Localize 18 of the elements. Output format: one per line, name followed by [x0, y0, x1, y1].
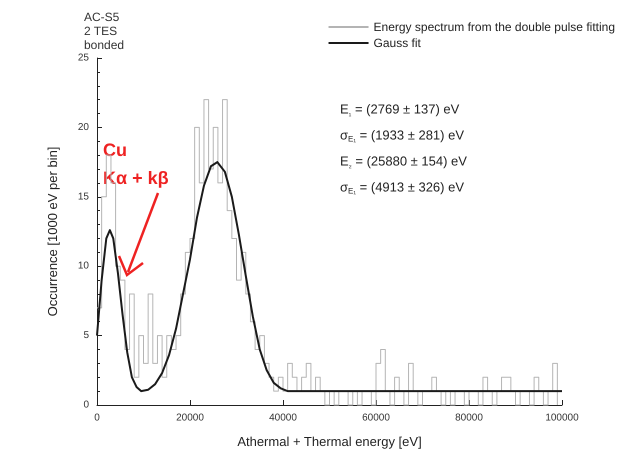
y-tick-label: 20 — [78, 122, 90, 133]
x-tick-label: 0 — [94, 412, 100, 424]
y-tick-label: 5 — [83, 330, 90, 342]
y-tick-label: 10 — [78, 260, 90, 272]
x-tick-label: 60000 — [362, 412, 390, 424]
y-tick-label: 15 — [78, 191, 90, 202]
x-axis-title: Athermal + Thermal energy [eV] — [237, 434, 422, 449]
text: AC-S5 2 TES bonded — [84, 10, 124, 52]
x-tick-label: 80000 — [455, 412, 484, 424]
y-tick-label: 25 — [78, 52, 90, 64]
legend-label: Energy spectrum from the double pulse fitting — [374, 20, 616, 34]
y-axis-title: Occurrence [1000 eV per bin] — [45, 146, 60, 316]
x-tick-label: 40000 — [269, 412, 298, 424]
x-tick-label: 100000 — [545, 412, 580, 424]
annotation: Cu — [103, 140, 127, 160]
legend-label: Gauss fit — [374, 36, 422, 50]
x-tick-label: 20000 — [176, 412, 204, 424]
y-tick-label: 0 — [83, 400, 90, 410]
